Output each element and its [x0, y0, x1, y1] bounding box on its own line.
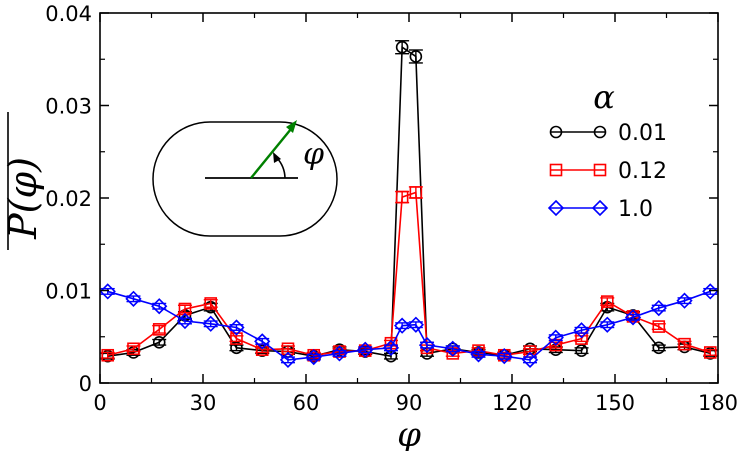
legend-entry-1.0: 1.0 — [547, 197, 653, 222]
data-point — [678, 337, 691, 351]
x-tick-label: 120 — [492, 391, 532, 415]
data-point — [676, 292, 693, 309]
legend-entry-0.12: 0.12 — [549, 159, 667, 184]
data-point — [652, 320, 666, 333]
data-point — [652, 341, 666, 355]
x-axis-title: φ — [397, 415, 421, 451]
data-point — [573, 322, 590, 339]
x-tick-label: 90 — [396, 391, 423, 415]
data-point — [331, 345, 348, 362]
legend-marker-right — [591, 199, 609, 217]
legend-label: 0.01 — [618, 121, 667, 146]
data-point — [357, 341, 374, 358]
legend: α 0.01 0.12 1.0 — [547, 78, 667, 222]
y-tick-label: 0.02 — [45, 187, 92, 211]
data-point — [101, 348, 115, 362]
data-point — [624, 309, 642, 326]
legend-marker-left — [549, 125, 563, 139]
data-point — [407, 316, 424, 333]
data-point — [395, 40, 409, 54]
data-point — [409, 186, 423, 199]
y-tick-label: 0.03 — [45, 95, 92, 119]
data-point — [409, 50, 423, 63]
data-point — [600, 295, 614, 308]
data-point — [152, 335, 166, 349]
data-point — [496, 348, 513, 365]
x-tick-label: 150 — [595, 391, 635, 415]
x-tick-label: 180 — [698, 391, 738, 415]
data-point — [305, 348, 322, 366]
data-point — [575, 344, 588, 357]
x-tick-label: 30 — [190, 391, 217, 415]
data-point — [444, 340, 461, 357]
data-point — [176, 312, 194, 330]
data-point — [599, 316, 616, 333]
data-point — [394, 317, 411, 334]
data-point — [650, 299, 667, 317]
data-point — [702, 283, 719, 300]
velocity-arrow — [250, 128, 292, 179]
data-point — [703, 346, 717, 359]
y-tick-label: 0.01 — [45, 280, 92, 304]
data-point — [152, 323, 166, 336]
data-point — [202, 315, 219, 332]
legend-marker-right — [593, 163, 607, 177]
stadium-outline — [152, 121, 338, 237]
series-line-0.01 — [107, 45, 711, 358]
data-point — [230, 332, 243, 345]
legend-marker-left — [547, 199, 565, 217]
series-layer — [99, 40, 719, 369]
inset-angle-label: φ — [303, 137, 324, 172]
data-point — [254, 333, 271, 350]
data-point — [281, 342, 295, 356]
legend-label: 1.0 — [618, 197, 653, 222]
series-1.0 — [99, 283, 719, 369]
legend-entry-0.01: 0.01 — [549, 121, 667, 146]
y-tick-label: 0 — [79, 372, 92, 396]
data-point — [230, 341, 243, 355]
legend-marker-right — [593, 125, 607, 139]
data-point — [547, 329, 564, 346]
legend-label: 0.12 — [618, 159, 667, 184]
series-0.12 — [100, 186, 718, 362]
data-point — [382, 339, 400, 356]
x-tick-label: 0 — [93, 391, 106, 415]
legend-title: α — [593, 78, 615, 116]
angle-arc-head — [273, 152, 281, 163]
data-point — [521, 351, 539, 369]
data-point — [470, 346, 487, 363]
data-point — [151, 298, 168, 315]
data-point — [99, 283, 116, 300]
legend-marker-left — [549, 163, 563, 177]
data-point — [127, 342, 140, 356]
tick-layer: 0 30 60 90 120 150 180 0 0.01 0.02 0.03 0.04 — [45, 2, 738, 415]
data-point — [125, 290, 142, 307]
x-tick-label: 60 — [293, 391, 320, 415]
velocity-arrow-head — [286, 120, 297, 133]
data-point — [228, 319, 245, 336]
y-tick-label: 0.04 — [45, 2, 92, 26]
data-point — [395, 190, 409, 204]
inset-diagram: φ — [152, 120, 338, 237]
data-point — [279, 351, 297, 369]
data-point — [204, 297, 218, 310]
data-point — [418, 336, 436, 354]
